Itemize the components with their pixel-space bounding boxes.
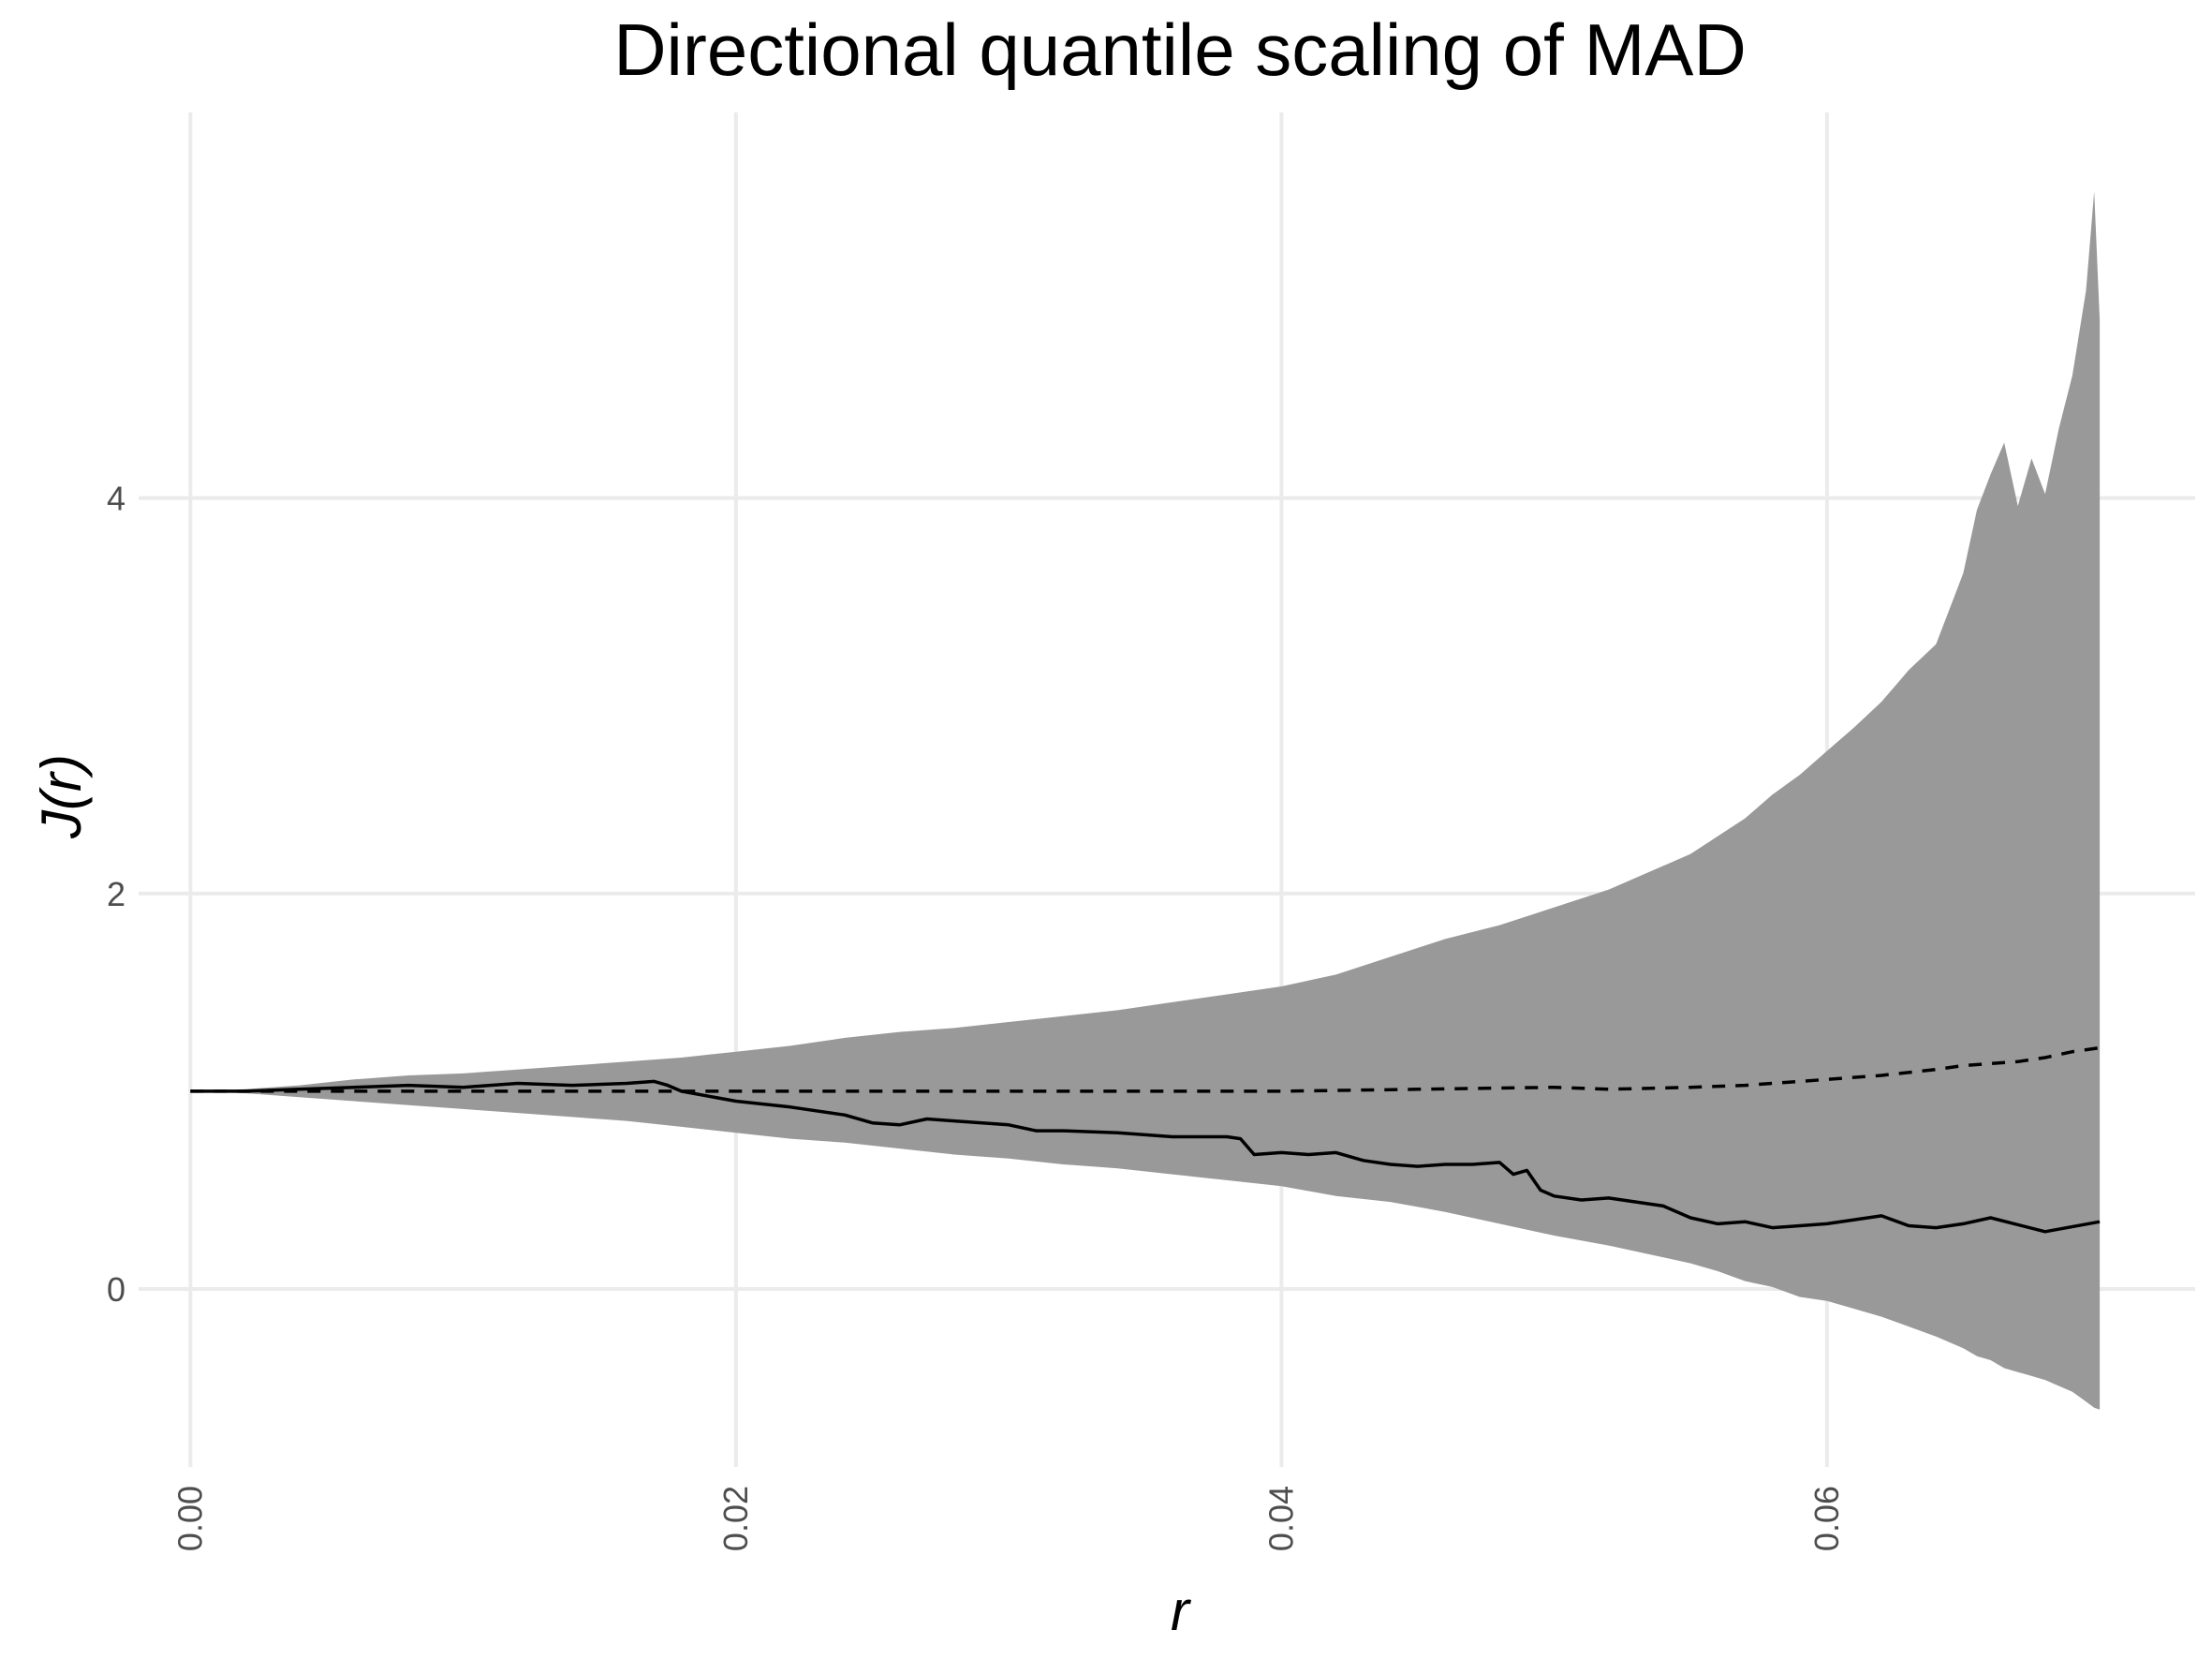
observed-line	[190, 1079, 2101, 1234]
x-tick-label: 0.00	[170, 1486, 209, 1551]
x-axis-title: r	[1171, 1579, 1191, 1642]
x-tick-label: 0.06	[1807, 1486, 1846, 1551]
x-tick-label: 0.04	[1261, 1486, 1300, 1551]
band-layer	[190, 191, 2101, 1410]
y-axis-title: J(r)	[30, 754, 93, 839]
line-layer	[190, 1045, 2101, 1234]
median-line	[190, 1045, 2101, 1093]
y-tick-label: 2	[107, 875, 125, 913]
envelope-band	[190, 191, 2101, 1410]
y-tick-label: 0	[107, 1270, 125, 1309]
tick-layer: 0.00 0.02 0.04 0.06 0 2 4	[107, 480, 1846, 1551]
y-tick-label: 4	[107, 480, 125, 518]
x-tick-label: 0.02	[716, 1486, 755, 1551]
chart-title: Directional quantile scaling of MAD	[613, 8, 1747, 91]
